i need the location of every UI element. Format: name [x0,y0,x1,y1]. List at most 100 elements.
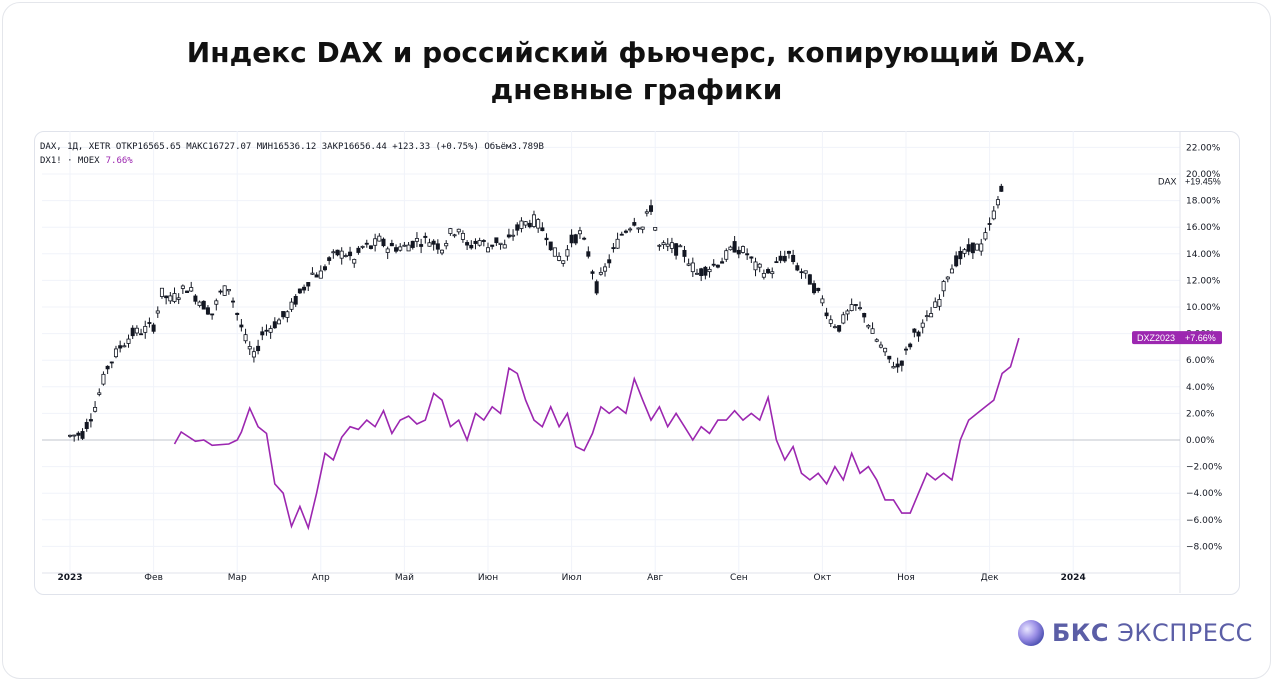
dax-candle-body [991,210,996,220]
dax-candle-body [740,246,745,253]
dax-candle-body [640,226,645,230]
dax-candle-body [728,246,733,251]
title-line-2: дневные графики [490,73,783,106]
dax-candle-body [594,281,599,294]
dax-candle-body [866,325,871,328]
dax-candle-body [552,247,557,257]
dax-candle-body [402,244,407,247]
x-tick-label: Авг [647,573,663,583]
dax-candle-body [352,259,357,264]
dax-candle-body [941,281,946,292]
dax-candle-body [849,304,854,311]
dax-candle-body [226,288,231,292]
dax-candle-body [293,295,298,305]
dax-candle-body [573,234,578,244]
dax-candle-body [427,242,432,247]
dax-candle-body [281,311,286,318]
dax-candle-body [720,261,725,264]
dax-candle-body [494,237,499,244]
dax-candle-body [97,392,102,395]
dax-candle-body [745,253,750,256]
dax-candle-body [908,343,913,348]
dax-candles [68,183,1004,442]
dax-candle-body [753,261,758,271]
brand-orb-icon [1018,620,1044,646]
dax-candle-body [657,244,662,247]
y-tick-label: 18.00% [1186,197,1221,207]
dax-candle-body [999,185,1004,192]
dax-candle-body [577,230,582,235]
dax-candle-body [795,265,800,271]
dax-candle-body [611,247,616,250]
dax-candle-body [966,244,971,252]
chart-card [34,131,1240,595]
dax-candle-body [485,247,490,253]
dax-last-name: DAX [1158,176,1177,186]
y-tick-label: 22.00% [1186,143,1221,153]
dax-candle-body [824,312,829,317]
dax-candle-body [231,300,236,303]
time-axis[interactable]: 2023 Фев Мар Апр Май Июн Июл Авг Сен Окт Ноя Дек 202… [57,573,1085,583]
dax-candle-body [201,300,206,310]
dax-candle-body [76,432,81,436]
dax-candle-body [465,242,470,246]
dax-candle-body [348,251,353,257]
dax-candle-body [285,311,290,318]
brand-name: БКС ЭКСПРЕСС [1052,619,1253,647]
dax-candle-body [623,230,628,233]
dax-candle-body [168,295,173,302]
dx-line [173,337,1020,531]
dax-candle-body [561,260,566,264]
dax-candle-body [979,243,984,252]
x-tick-label: Дек [981,573,1000,583]
dax-candle-body [251,351,256,358]
dax-candle-body [164,295,169,299]
dax-candle-body [109,361,114,364]
dax-candle-body [118,345,123,349]
brand-name-rest: ЭКСПРЕСС [1109,619,1253,647]
dax-candle-body [766,269,771,274]
dax-candle-body [143,326,148,333]
dax-candle-body [289,301,294,310]
dax-candle-body [256,345,261,352]
brand-name-bold: БКС [1052,619,1110,647]
dax-candle-body [970,242,975,254]
dax-candle-body [506,234,511,238]
dax-candle-body [548,241,553,251]
dax-candle-body [302,286,307,291]
dax-candle-body [803,270,808,274]
dax-candle-body [628,228,633,231]
dax-candle-body [878,344,883,348]
x-tick-label: 2024 [1061,573,1086,583]
dax-candle-body [586,251,591,257]
dax-candle-body [816,287,821,292]
dax-candle-body [724,250,729,260]
dax-candle-body [490,244,495,247]
dax-candle-body [632,222,637,226]
dax-candle-body [828,319,833,324]
dax-candle-body [958,250,963,260]
dax-candle-body [949,268,954,274]
x-tick-label: Мар [228,573,247,583]
dax-candle-body [778,255,783,261]
dax-candle-body [644,211,649,214]
dax-candle-body [431,240,436,245]
x-tick-label: Апр [312,573,330,583]
dax-candle-body [820,298,825,304]
dax-candle-body [368,245,373,249]
dax-candle-body [130,327,135,337]
dx-last-badge [1132,331,1222,345]
dax-candle-body [945,276,950,280]
dax-candle-body [343,255,348,257]
chart[interactable]: 22.00% 20.00% 18.00% 16.00% 14.00% 12.00% 10.0… [34,131,1238,593]
dax-candle-body [891,366,896,369]
dax-candle-body [151,324,156,332]
dax-candle-body [394,247,399,252]
dax-candle-body [515,224,520,231]
dax-candle-body [904,348,909,351]
dax-candle-body [686,263,691,266]
price-axis[interactable]: 22.00% 20.00% 18.00% 16.00% 14.00% 12.00% 10.0… [1186,143,1223,552]
dax-candle-body [210,313,215,316]
dax-candle-body [502,244,507,249]
dax-candle-body [444,243,449,247]
